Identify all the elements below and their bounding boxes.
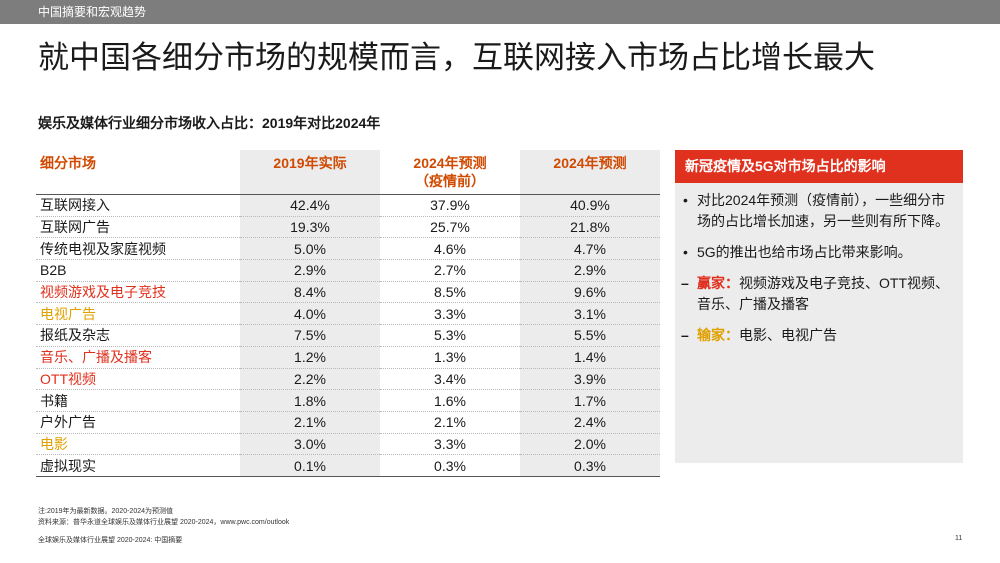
- table-row: 户外广告 2.1% 2.1% 2.4%: [36, 411, 660, 434]
- segment-name-cell: 虚拟现实: [36, 454, 240, 477]
- value-2024-cell: 40.9%: [520, 194, 660, 217]
- value-2019-cell: 7.5%: [240, 324, 380, 347]
- value-2019-cell: 5.0%: [240, 237, 380, 261]
- value-2019-cell: 0.1%: [240, 454, 380, 477]
- footer-text: 全球娱乐及媒体行业展望 2020-2024: 中国摘要: [38, 537, 183, 544]
- dash-icon: –: [681, 275, 689, 291]
- table-body: 互联网接入 42.4% 37.9% 40.9% 互联网广告 19.3% 25.7% 21.8%…: [36, 194, 660, 477]
- table-row: OTT视频 2.2% 3.4% 3.9%: [36, 368, 660, 391]
- section-label: 中国摘要和宏观趋势: [38, 5, 147, 19]
- market-share-table: 细分市场 2019年实际 2024年预测 （疫情前） 2024年预测 互联网接入…: [36, 150, 660, 477]
- losers-label: 输家：: [697, 327, 739, 343]
- value-2024-pre-covid-cell: 1.3%: [380, 346, 520, 369]
- segment-name-cell: 户外广告: [36, 411, 240, 434]
- table-row: 电影 3.0% 3.3% 2.0%: [36, 433, 660, 456]
- value-2019-cell: 2.1%: [240, 411, 380, 434]
- table-row: 虚拟现实 0.1% 0.3% 0.3%: [36, 454, 660, 477]
- value-2024-cell: 9.6%: [520, 281, 660, 304]
- header-2024-pre-covid: 2024年预测 （疫情前）: [413, 155, 487, 189]
- value-2024-cell: 4.7%: [520, 237, 660, 261]
- segment-name-cell: 电影: [36, 433, 240, 456]
- value-2019-cell: 8.4%: [240, 281, 380, 304]
- bullet-5g-impact: • 5G的推出也给市场占比带来影响。: [675, 242, 963, 263]
- header-2019-actual: 2019年实际: [240, 150, 380, 195]
- value-2024-cell: 2.0%: [520, 433, 660, 456]
- bullet-losers: – 输家：电影、电视广告: [675, 325, 963, 346]
- table-row: B2B 2.9% 2.7% 2.9%: [36, 259, 660, 282]
- table-row: 书籍 1.8% 1.6% 1.7%: [36, 389, 660, 412]
- value-2019-cell: 2.2%: [240, 368, 380, 391]
- value-2024-pre-covid-cell: 2.1%: [380, 411, 520, 434]
- bullet-dot-icon: •: [683, 244, 688, 260]
- value-2024-pre-covid-cell: 3.4%: [380, 368, 520, 391]
- value-2024-cell: 3.1%: [520, 302, 660, 326]
- value-2019-cell: 2.9%: [240, 259, 380, 282]
- bullet-text: 5G的推出也给市场占比带来影响。: [697, 244, 912, 260]
- value-2024-cell: 3.9%: [520, 368, 660, 391]
- market-share-table-container: 细分市场 2019年实际 2024年预测 （疫情前） 2024年预测 互联网接入…: [36, 150, 660, 477]
- value-2019-cell: 4.0%: [240, 302, 380, 326]
- value-2019-cell: 1.2%: [240, 346, 380, 369]
- segment-name-cell: 电视广告: [36, 302, 240, 326]
- page-number: 11: [955, 535, 963, 542]
- segment-name-cell: 音乐、广播及播客: [36, 346, 240, 369]
- value-2024-cell: 1.7%: [520, 389, 660, 412]
- value-2024-pre-covid-cell: 1.6%: [380, 389, 520, 412]
- losers-text: 电影、电视广告: [739, 327, 837, 343]
- segment-name-cell: 书籍: [36, 389, 240, 412]
- impact-panel-heading: 新冠疫情及5G对市场占比的影响: [675, 150, 963, 183]
- value-2024-pre-covid-cell: 2.7%: [380, 259, 520, 282]
- value-2024-cell: 2.4%: [520, 411, 660, 434]
- winners-text: 视频游戏及电子竞技、OTT视频、音乐、广播及播客: [697, 275, 949, 312]
- table-subtitle: 娱乐及媒体行业细分市场收入占比：2019年对比2024年: [38, 115, 381, 131]
- value-2024-cell: 1.4%: [520, 346, 660, 369]
- table-row: 互联网广告 19.3% 25.7% 21.8%: [36, 216, 660, 239]
- source-note: 资料来源：普华永道全球娱乐及媒体行业展望 2020-2024，www.pwc.c…: [38, 519, 290, 526]
- value-2024-pre-covid-cell: 3.3%: [380, 302, 520, 326]
- segment-name-cell: 传统电视及家庭视频: [36, 237, 240, 261]
- value-2024-pre-covid-cell: 25.7%: [380, 216, 520, 239]
- segment-name-cell: 视频游戏及电子竞技: [36, 281, 240, 304]
- bullet-text: 对比2024年预测（疫情前），一些细分市场的占比增长加速，另一些则有所下降。: [697, 192, 949, 229]
- top-bar: 中国摘要和宏观趋势: [0, 0, 1000, 24]
- value-2024-pre-covid-cell: 3.3%: [380, 433, 520, 456]
- value-2019-cell: 1.8%: [240, 389, 380, 412]
- segment-name-cell: 报纸及杂志: [36, 324, 240, 347]
- value-2024-pre-covid-cell: 5.3%: [380, 324, 520, 347]
- value-2019-cell: 42.4%: [240, 194, 380, 217]
- segment-name-cell: OTT视频: [36, 368, 240, 391]
- value-2024-pre-covid-cell: 8.5%: [380, 281, 520, 304]
- bullet-pre-covid-comparison: • 对比2024年预测（疫情前），一些细分市场的占比增长加速，另一些则有所下降。: [675, 190, 963, 232]
- impact-panel: 新冠疫情及5G对市场占比的影响 • 对比2024年预测（疫情前），一些细分市场的…: [675, 150, 963, 463]
- segment-name-cell: 互联网广告: [36, 216, 240, 239]
- dash-icon: –: [681, 327, 689, 343]
- value-2024-cell: 21.8%: [520, 216, 660, 239]
- segment-name-cell: B2B: [36, 259, 240, 282]
- table-header-row: 细分市场 2019年实际 2024年预测 （疫情前） 2024年预测: [36, 150, 660, 195]
- table-row: 报纸及杂志 7.5% 5.3% 5.5%: [36, 324, 660, 347]
- value-2024-pre-covid-cell: 37.9%: [380, 194, 520, 217]
- impact-panel-title: 新冠疫情及5G对市场占比的影响: [685, 158, 886, 174]
- value-2024-cell: 5.5%: [520, 324, 660, 347]
- data-note: 注:2019年为最新数据。2020-2024为预测值: [38, 508, 173, 515]
- impact-panel-body: • 对比2024年预测（疫情前），一些细分市场的占比增长加速，另一些则有所下降。…: [675, 190, 963, 356]
- table-row: 电视广告 4.0% 3.3% 3.1%: [36, 302, 660, 326]
- table-row: 传统电视及家庭视频 5.0% 4.6% 4.7%: [36, 237, 660, 261]
- header-2024-forecast: 2024年预测: [520, 150, 660, 195]
- table-row: 视频游戏及电子竞技 8.4% 8.5% 9.6%: [36, 281, 660, 304]
- table-row: 互联网接入 42.4% 37.9% 40.9%: [36, 194, 660, 217]
- table-row: 音乐、广播及播客 1.2% 1.3% 1.4%: [36, 346, 660, 369]
- value-2019-cell: 19.3%: [240, 216, 380, 239]
- winners-label: 赢家：: [697, 275, 739, 291]
- value-2024-pre-covid-cell: 0.3%: [380, 454, 520, 477]
- value-2024-cell: 2.9%: [520, 259, 660, 282]
- value-2019-cell: 3.0%: [240, 433, 380, 456]
- value-2024-cell: 0.3%: [520, 454, 660, 477]
- bullet-dot-icon: •: [683, 192, 688, 208]
- header-segment: 细分市场: [40, 155, 96, 171]
- page-title: 就中国各细分市场的规模而言，互联网接入市场占比增长最大: [38, 40, 875, 75]
- bullet-winners: – 赢家：视频游戏及电子竞技、OTT视频、音乐、广播及播客: [675, 273, 963, 315]
- value-2024-pre-covid-cell: 4.6%: [380, 237, 520, 261]
- segment-name-cell: 互联网接入: [36, 194, 240, 217]
